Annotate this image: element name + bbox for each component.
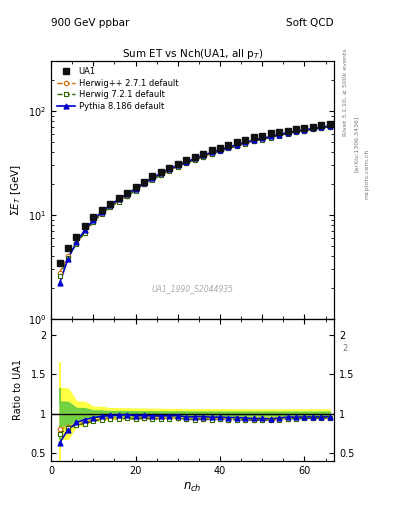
Text: 2: 2 [343,344,348,353]
Text: 900 GeV ppbar: 900 GeV ppbar [51,18,129,28]
Y-axis label: Ratio to UA1: Ratio to UA1 [13,359,23,420]
Text: [arXiv:1306.3436]: [arXiv:1306.3436] [354,115,359,172]
Text: Rivet 3.1.10, ≥ 500k events: Rivet 3.1.10, ≥ 500k events [343,48,348,136]
Text: UA1_1990_S2044935: UA1_1990_S2044935 [152,284,233,293]
Y-axis label: $\Sigma E_T$ [GeV]: $\Sigma E_T$ [GeV] [9,164,23,216]
Text: Soft QCD: Soft QCD [286,18,334,28]
Title: Sum ET vs Nch(UA1, all p$_T$): Sum ET vs Nch(UA1, all p$_T$) [122,48,263,61]
Legend: UA1, Herwig++ 2.7.1 default, Herwig 7.2.1 default, Pythia 8.186 default: UA1, Herwig++ 2.7.1 default, Herwig 7.2.… [55,66,180,113]
X-axis label: $n_{ch}$: $n_{ch}$ [183,481,202,494]
Text: mcplots.cern.ch: mcplots.cern.ch [365,149,370,199]
